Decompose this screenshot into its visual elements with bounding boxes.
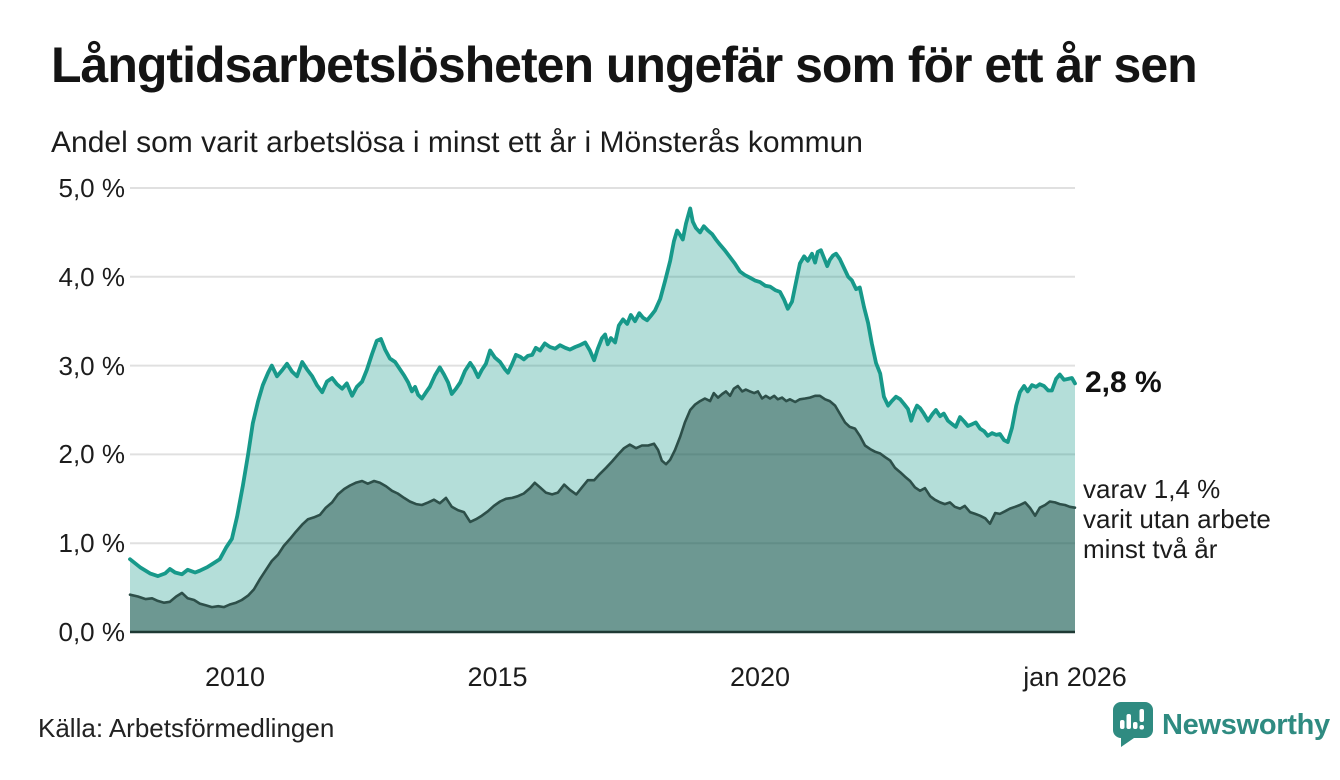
source-note: Källa: Arbetsförmedlingen (38, 713, 335, 743)
two-year-annotation: varav 1,4 % varit utan arbete minst två … (1083, 474, 1271, 564)
y-tick-label: 1,0 % (58, 528, 126, 559)
chart-subtitle: Andel som varit arbetslösa i minst ett å… (51, 126, 863, 159)
y-tick-label: 5,0 % (58, 173, 126, 203)
newsworthy-bubble-chart-icon (1113, 702, 1153, 747)
y-tick-label: 4,0 % (58, 261, 126, 292)
x-tick-label: 2020 (729, 662, 791, 692)
two-year-area (130, 386, 1075, 632)
x-tick-label: jan 2026 (1023, 662, 1127, 692)
newsworthy-wordmark: Newsworthy (1162, 709, 1330, 741)
total-area (130, 208, 1075, 632)
y-tick-label: 0,0 % (58, 617, 126, 647)
two-year-line (128, 384, 1077, 609)
page-title: Långtidsarbetslösheten ungefär som för e… (51, 37, 1198, 93)
y-tick-label: 2,0 % (58, 439, 126, 470)
newsworthy-logo: Newsworthy (1113, 702, 1330, 748)
total-line (128, 206, 1077, 578)
y-tick-label: 3,0 % (58, 350, 126, 381)
x-tick-label: 2010 (204, 662, 266, 692)
latest-value-label: 2,8 % (1085, 366, 1162, 399)
x-tick-label: 2015 (467, 662, 528, 692)
